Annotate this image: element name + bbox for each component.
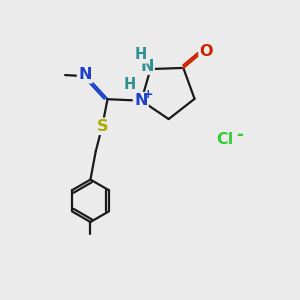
Text: N: N [78, 67, 92, 82]
Text: +: + [142, 88, 153, 101]
Text: N: N [140, 58, 154, 74]
Text: -: - [236, 126, 243, 144]
Text: H: H [124, 77, 136, 92]
Text: N: N [134, 93, 148, 108]
Text: H: H [135, 47, 147, 62]
Text: S: S [97, 119, 108, 134]
Text: O: O [200, 44, 213, 59]
Text: Cl: Cl [217, 132, 234, 147]
